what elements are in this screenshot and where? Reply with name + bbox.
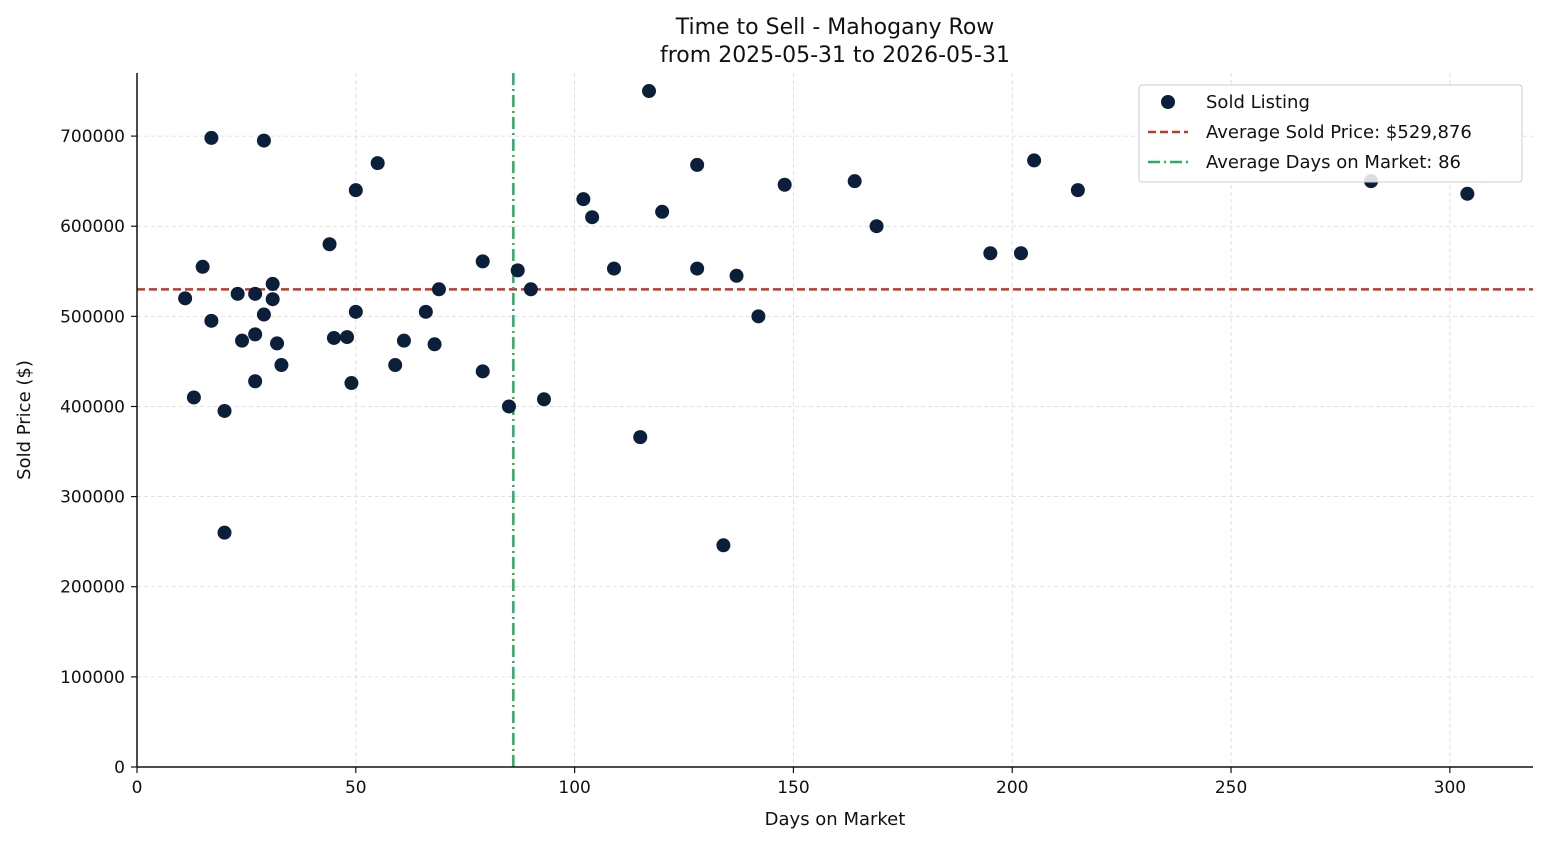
sold-listing-point bbox=[690, 261, 705, 276]
sold-listing-point bbox=[427, 337, 442, 352]
sold-listing-point bbox=[270, 336, 285, 351]
reference-lines bbox=[137, 73, 1533, 767]
sold-listing-point bbox=[418, 304, 433, 319]
sold-listing-point bbox=[655, 204, 670, 219]
sold-listing-point bbox=[248, 374, 263, 389]
legend-label-sold-listing: Sold Listing bbox=[1206, 92, 1310, 113]
legend: Sold Listing Average Sold Price: $529,87… bbox=[1138, 84, 1523, 183]
sold-listing-point bbox=[716, 538, 731, 553]
sold-listing-point bbox=[340, 330, 355, 345]
sold-listing-point bbox=[523, 282, 538, 297]
sold-listing-point bbox=[265, 292, 280, 307]
sold-listing-point bbox=[230, 286, 245, 301]
sold-listing-point bbox=[235, 333, 250, 348]
sold-listing-point bbox=[370, 156, 385, 171]
sold-listing-point bbox=[1027, 153, 1042, 168]
x-tick-label: 50 bbox=[345, 778, 367, 798]
sold-listing-point bbox=[217, 525, 232, 540]
y-tick-label: 400000 bbox=[60, 397, 125, 417]
sold-listing-point bbox=[178, 291, 193, 306]
x-tick-label: 300 bbox=[1434, 778, 1466, 798]
x-ticks: 0 50 100 150 200 250 300 bbox=[132, 767, 1466, 798]
y-tick-label: 500000 bbox=[60, 307, 125, 327]
sold-listing-point bbox=[217, 403, 232, 418]
sold-listing-point bbox=[204, 130, 219, 145]
sold-listing-point bbox=[690, 157, 705, 172]
sold-listing-point bbox=[248, 327, 263, 342]
x-tick-label: 100 bbox=[558, 778, 590, 798]
sold-listing-point bbox=[642, 84, 657, 99]
sold-listing-point bbox=[1070, 183, 1085, 198]
y-tick-label: 100000 bbox=[60, 668, 125, 688]
sold-listing-point bbox=[510, 263, 525, 278]
legend-box bbox=[1138, 84, 1523, 183]
legend-marker-sold-listing bbox=[1161, 95, 1175, 109]
sold-listing-point bbox=[388, 358, 403, 373]
sold-listing-point bbox=[633, 430, 648, 445]
sold-listing-point bbox=[501, 399, 516, 414]
sold-listing-point bbox=[396, 333, 411, 348]
sold-listing-point bbox=[607, 261, 622, 276]
y-ticks: 0 100000 200000 300000 400000 500000 600000 700… bbox=[60, 127, 137, 778]
sold-listing-point bbox=[348, 183, 363, 198]
sold-listing-point bbox=[1460, 186, 1475, 201]
sold-listing-point bbox=[248, 286, 263, 301]
sold-listing-point bbox=[585, 210, 600, 225]
x-axis-label: Days on Market bbox=[765, 809, 906, 830]
sold-listing-point bbox=[322, 237, 337, 252]
y-tick-label: 200000 bbox=[60, 578, 125, 598]
sold-listing-point bbox=[265, 276, 280, 291]
sold-listing-point bbox=[204, 313, 219, 328]
sold-listing-point bbox=[186, 390, 201, 405]
sold-listing-point bbox=[326, 330, 341, 345]
y-tick-label: 300000 bbox=[60, 488, 125, 508]
data-points bbox=[178, 84, 1475, 553]
sold-listing-point bbox=[274, 358, 289, 373]
sold-listing-point bbox=[475, 364, 490, 379]
sold-listing-point bbox=[344, 376, 359, 391]
sold-listing-point bbox=[1013, 246, 1028, 261]
sold-listing-point bbox=[536, 392, 551, 407]
y-axis-label: Sold Price ($) bbox=[14, 360, 35, 480]
sold-listing-point bbox=[983, 246, 998, 261]
sold-listing-point bbox=[847, 174, 862, 189]
sold-listing-point bbox=[475, 254, 490, 269]
sold-listing-point bbox=[576, 192, 591, 207]
legend-label-average-price: Average Sold Price: $529,876 bbox=[1206, 122, 1472, 143]
sold-listing-point bbox=[195, 259, 210, 274]
x-tick-label: 0 bbox=[132, 778, 143, 798]
sold-listing-point bbox=[777, 177, 792, 192]
sold-listing-point bbox=[256, 133, 271, 148]
y-tick-label: 0 bbox=[114, 758, 125, 778]
sold-listing-point bbox=[869, 219, 884, 234]
y-tick-label: 600000 bbox=[60, 217, 125, 237]
x-tick-label: 150 bbox=[777, 778, 809, 798]
y-tick-label: 700000 bbox=[60, 127, 125, 147]
chart-subtitle: from 2025-05-31 to 2026-05-31 bbox=[660, 43, 1010, 68]
sold-listing-point bbox=[256, 307, 271, 322]
x-tick-label: 200 bbox=[996, 778, 1028, 798]
legend-label-average-days: Average Days on Market: 86 bbox=[1206, 152, 1461, 173]
sold-listing-point bbox=[729, 268, 744, 283]
sold-listing-point bbox=[751, 309, 766, 324]
sold-listing-point bbox=[348, 304, 363, 319]
x-tick-label: 250 bbox=[1215, 778, 1247, 798]
sold-listing-point bbox=[431, 282, 446, 297]
chart-title: Time to Sell - Mahogany Row bbox=[675, 15, 995, 40]
